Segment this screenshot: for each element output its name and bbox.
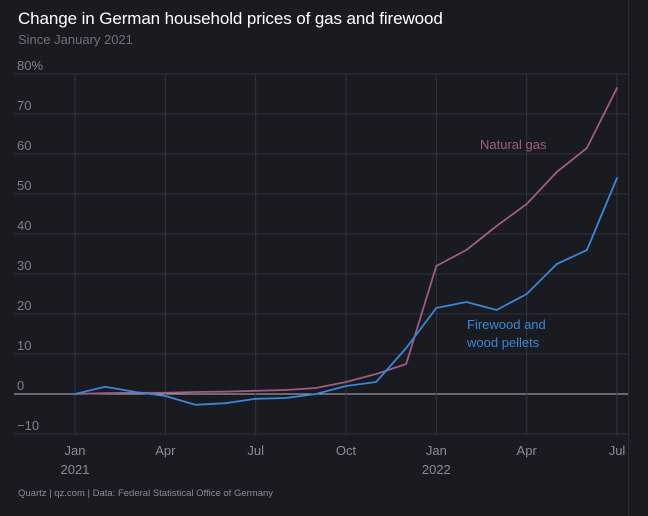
firewood-label: wood pellets [466, 335, 540, 350]
x-tick-label: Jul [609, 443, 626, 458]
y-tick-label: 30 [17, 258, 31, 273]
x-tick-label: Jan [65, 443, 86, 458]
natural-gas-label: Natural gas [480, 137, 547, 152]
x-tick-label: Apr [517, 443, 538, 458]
x-tick-label: Apr [155, 443, 176, 458]
y-axis-ticks: 80% 70 60 50 40 30 20 10 0 −10 [17, 58, 43, 433]
source-note: Quartz | qz.com | Data: Federal Statisti… [18, 488, 274, 499]
chart-title: Change in German household prices of gas… [18, 9, 443, 28]
firewood-label: Firewood and [467, 317, 546, 332]
x-tick-label: Jan [426, 443, 447, 458]
x-tick-year: 2022 [422, 462, 451, 477]
y-tick-label: 10 [17, 338, 31, 353]
x-tick-label: Jul [247, 443, 264, 458]
y-tick-label: 20 [17, 298, 31, 313]
y-tick-label: 80% [17, 58, 43, 73]
y-tick-label: 40 [17, 218, 31, 233]
x-axis-ticks: Jan 2021 Apr Jul Oct Jan 2022 Apr Jul [61, 443, 626, 477]
y-tick-label: 70 [17, 98, 31, 113]
grid [14, 73, 628, 435]
x-tick-year: 2021 [61, 462, 90, 477]
y-tick-label: 50 [17, 178, 31, 193]
series-labels: Natural gas Firewood and wood pellets [466, 137, 547, 350]
x-tick-label: Oct [336, 443, 357, 458]
natural-gas-line [74, 87, 618, 395]
y-tick-label: 60 [17, 138, 31, 153]
firewood-line [74, 177, 618, 406]
y-tick-label: 0 [17, 378, 24, 393]
right-divider [628, 0, 629, 516]
chart-subtitle: Since January 2021 [18, 32, 133, 47]
series-lines [74, 87, 618, 406]
y-tick-label: −10 [17, 418, 39, 433]
